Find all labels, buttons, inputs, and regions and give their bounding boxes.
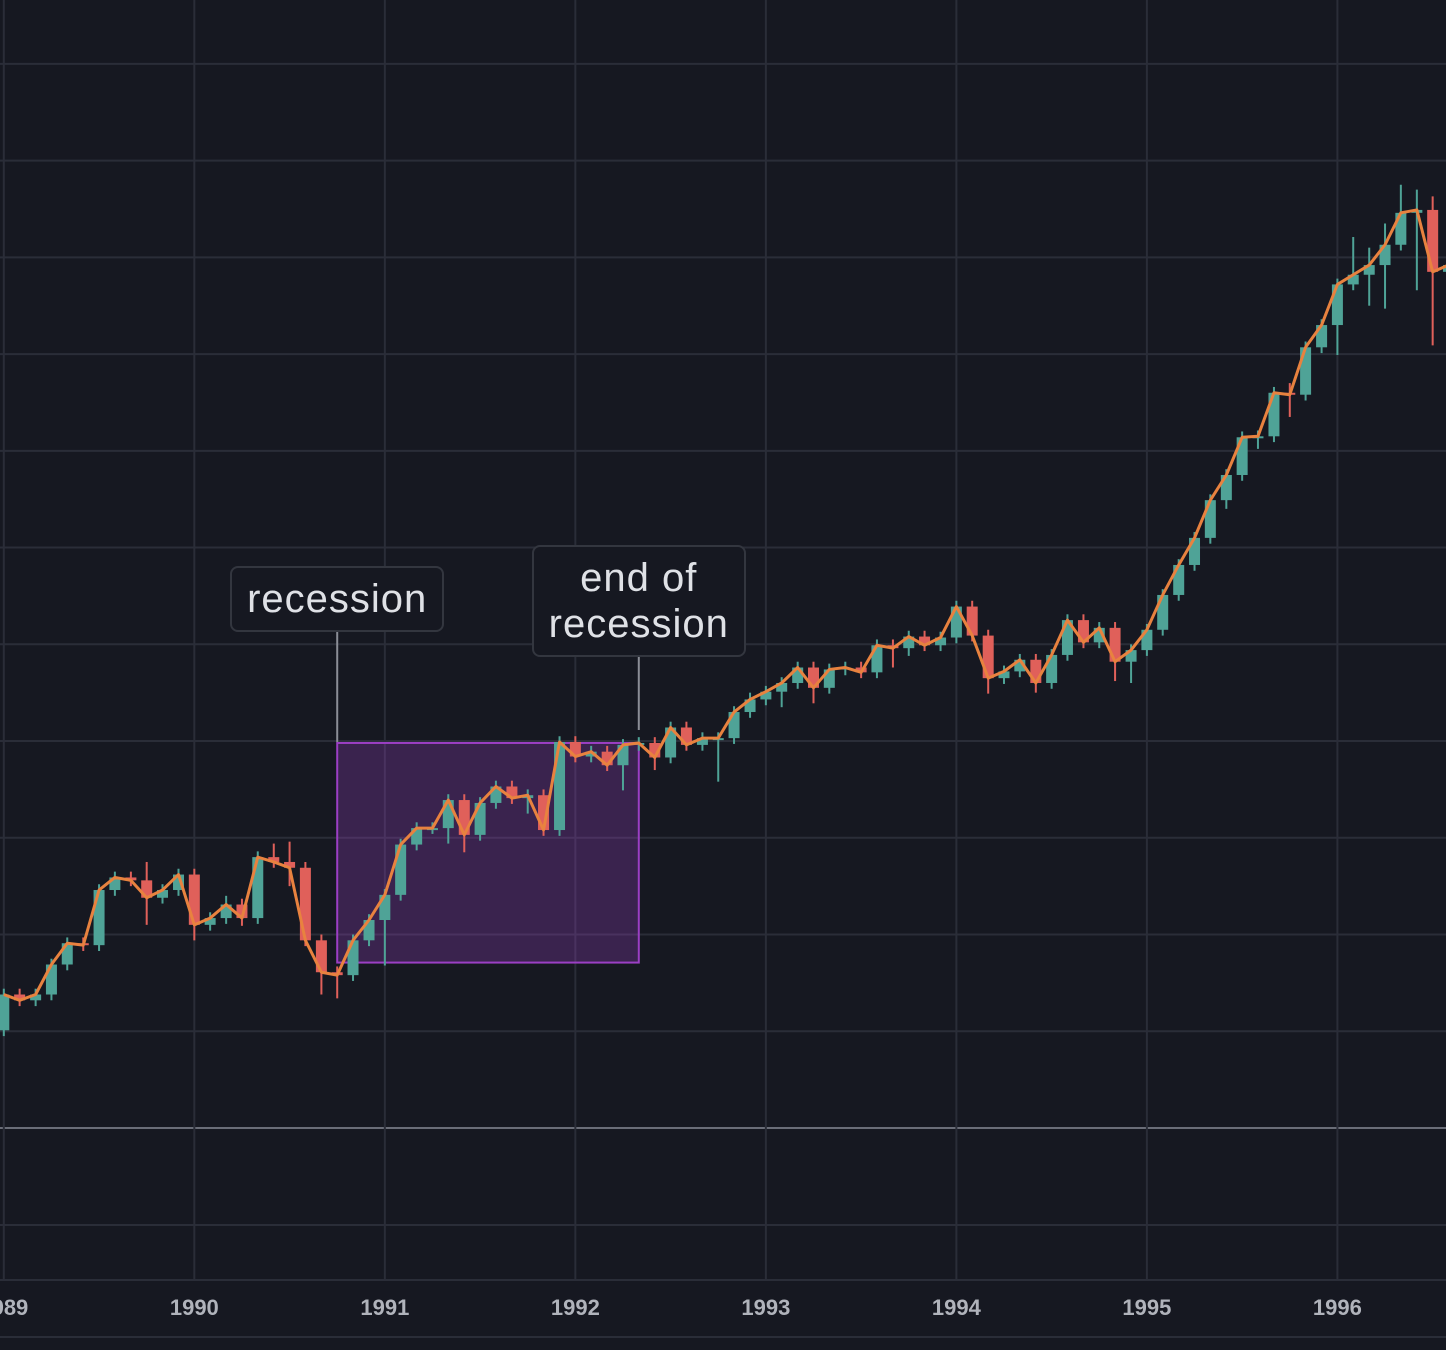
candle-body — [1442, 265, 1446, 272]
candle-body — [268, 857, 280, 862]
candle-body — [315, 940, 327, 973]
candle-body — [347, 940, 359, 976]
candle-body — [395, 844, 407, 895]
highlight-box — [336, 741, 640, 964]
candle-body — [299, 867, 311, 941]
candle-body — [141, 880, 153, 898]
candle-body — [617, 744, 629, 766]
candle-body — [696, 738, 708, 745]
candle-body — [760, 691, 772, 700]
annotation-label: end of recession — [531, 545, 746, 657]
candle-body — [30, 994, 42, 1001]
candle-body — [1300, 347, 1312, 395]
candle-body — [1030, 659, 1042, 683]
candle-body — [252, 857, 264, 919]
candle-body — [45, 964, 57, 995]
candle-body — [363, 920, 375, 941]
candle-body — [157, 890, 169, 898]
candle-body — [173, 874, 185, 891]
candle-body — [665, 727, 677, 758]
candle-body — [998, 671, 1010, 679]
candle-body — [490, 786, 502, 803]
candle-body — [474, 802, 486, 835]
candle-body — [1014, 659, 1026, 672]
x-tick-label: 1992 — [551, 1295, 600, 1320]
x-tick-label: 1990 — [170, 1295, 219, 1320]
candle-body — [823, 669, 835, 688]
candle-body — [1189, 537, 1201, 565]
candle-body — [1220, 474, 1232, 501]
x-tick-label: 1989 — [0, 1295, 28, 1320]
candle-body — [569, 742, 581, 757]
candle-body — [871, 645, 883, 673]
candle-body — [538, 795, 550, 831]
candle-body — [411, 828, 423, 845]
candle-body — [1173, 564, 1185, 595]
candle-body — [792, 667, 804, 683]
candle-body — [1046, 654, 1058, 683]
candle-body — [1347, 274, 1359, 285]
annotation-label: recession — [230, 566, 445, 632]
candle-body — [458, 800, 470, 835]
candle-body — [442, 800, 454, 829]
candle-body — [1379, 244, 1391, 266]
candle-body — [1093, 627, 1105, 643]
candle-body — [1061, 620, 1073, 655]
candle-body — [554, 742, 566, 831]
candle-body — [109, 877, 121, 891]
candle-body — [728, 712, 740, 739]
candle-body — [1109, 627, 1121, 662]
candle-body — [188, 874, 200, 925]
candle-body — [204, 918, 216, 925]
x-tick-label: 1994 — [932, 1295, 982, 1320]
candle-body — [1141, 629, 1153, 651]
candle-body — [0, 994, 10, 1031]
candle-body — [1363, 265, 1375, 275]
x-tick-label: 1993 — [741, 1295, 790, 1320]
candle-body — [807, 667, 819, 688]
x-tick-label: 1995 — [1122, 1295, 1171, 1320]
candle-body — [1427, 209, 1439, 272]
candle-body — [220, 904, 232, 919]
candle-body — [236, 904, 248, 919]
candle-body — [982, 635, 994, 679]
candle-body — [776, 682, 788, 692]
candle-body — [1157, 594, 1169, 630]
candle-body — [1236, 437, 1248, 475]
candle-body — [61, 943, 73, 965]
candle-body — [1331, 284, 1343, 326]
candle-body — [1316, 325, 1328, 348]
candle-body — [966, 606, 978, 636]
candle-body — [14, 994, 26, 1001]
candle-body — [1077, 620, 1089, 643]
candle-body — [585, 751, 597, 757]
candle-body — [1268, 392, 1280, 437]
candle-body — [649, 742, 661, 758]
candle-body — [506, 786, 518, 799]
candle-body — [1395, 212, 1407, 245]
candle-body — [919, 636, 931, 646]
candle-body — [744, 699, 756, 713]
x-tick-label: 1991 — [360, 1295, 409, 1320]
candle-body — [935, 637, 947, 646]
candle-body — [1204, 500, 1216, 538]
candle-body — [379, 894, 391, 921]
candle-body — [284, 861, 296, 868]
candle-body — [950, 606, 962, 638]
close-line — [3, 208, 1446, 1002]
candle-body — [903, 636, 915, 649]
candle-body — [1125, 650, 1137, 662]
x-tick-label: 1996 — [1313, 1295, 1362, 1320]
candle-body — [93, 890, 105, 946]
candle-body — [601, 751, 613, 766]
candle-body — [680, 727, 692, 745]
